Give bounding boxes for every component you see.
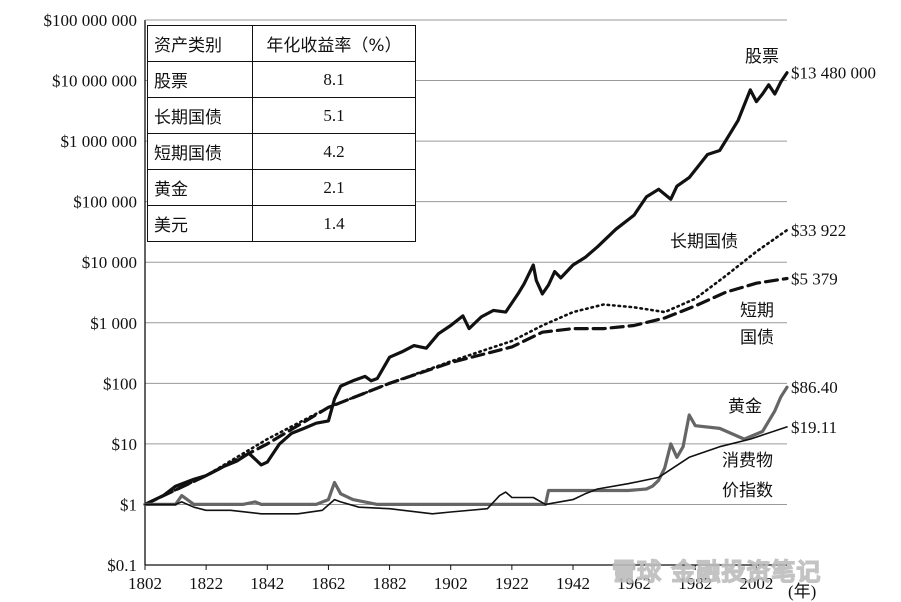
axes bbox=[144, 19, 787, 570]
table-cell-asset: 短期国债 bbox=[147, 133, 253, 170]
series-lines bbox=[143, 71, 789, 515]
table-header-row: 资产类别 年化收益率（%） bbox=[147, 25, 416, 62]
series-label-cpi-2: 价指数 bbox=[722, 481, 773, 501]
table-cell-asset: 长期国债 bbox=[147, 97, 253, 134]
y-tick-labels: $0.1 $1 $10 $100 $1 000 $10 000 $100 000 $1 000… bbox=[44, 11, 138, 575]
end-value-label: $86.40 bbox=[791, 378, 838, 397]
series-line-4 bbox=[144, 426, 788, 515]
y-tick-label: $1 bbox=[120, 495, 137, 514]
series-line-3 bbox=[143, 385, 789, 506]
x-tick-label: 1902 bbox=[434, 574, 468, 593]
table-cell-return: 1.4 bbox=[252, 205, 416, 242]
table-header-cell: 年化收益率（%） bbox=[252, 25, 416, 62]
x-tick-label: 1862 bbox=[311, 574, 345, 593]
end-value-label: $19.11 bbox=[791, 418, 837, 437]
x-tick-label: 2002 bbox=[739, 574, 773, 593]
x-tick-label: 1942 bbox=[556, 574, 590, 593]
series-line-1 bbox=[143, 228, 789, 506]
table-cell-asset: 黄金 bbox=[147, 169, 253, 206]
x-tick-label: 1982 bbox=[678, 574, 712, 593]
y-tick-label: $0.1 bbox=[107, 556, 137, 575]
returns-table: 资产类别 年化收益率（%） 股票 8.1 长期国债 5.1 短期国债 4.2 黄… bbox=[147, 25, 416, 242]
series-label-gold: 黄金 bbox=[728, 397, 762, 417]
series-label-stocks: 股票 bbox=[745, 47, 779, 67]
series-line-2 bbox=[143, 276, 789, 506]
y-tick-label: $10 bbox=[112, 435, 138, 454]
end-value-label: $33 922 bbox=[791, 221, 846, 240]
end-value-label: $5 379 bbox=[791, 270, 838, 289]
table-header-cell: 资产类别 bbox=[147, 25, 253, 62]
x-tick-label: 1822 bbox=[189, 574, 223, 593]
end-value-labels: $13 480 000 $33 922 $5 379 $86.40 $19.11 bbox=[791, 64, 876, 437]
table-row: 股票 8.1 bbox=[147, 61, 416, 98]
series-label-bonds: 长期国债 bbox=[670, 232, 738, 252]
table-row: 黄金 2.1 bbox=[147, 169, 416, 206]
y-tick-label: $1 000 000 bbox=[61, 132, 138, 151]
table-cell-asset: 美元 bbox=[147, 205, 253, 242]
y-tick-label: $1 000 bbox=[90, 314, 137, 333]
series-labels: 股票 长期国债 短期 国债 黄金 消费物 价指数 bbox=[670, 47, 779, 501]
table-row: 美元 1.4 bbox=[147, 205, 416, 242]
table-row: 长期国债 5.1 bbox=[147, 97, 416, 134]
table-cell-asset: 股票 bbox=[147, 61, 253, 98]
y-tick-label: $100 bbox=[103, 374, 137, 393]
table-cell-return: 2.1 bbox=[252, 169, 416, 206]
x-tick-labels: 1802 1822 1842 1862 1882 1902 1922 1942 1962 1982… bbox=[128, 574, 773, 593]
watermark: 雪球 金融投资笔记 bbox=[612, 558, 821, 586]
series-label-cpi-1: 消费物 bbox=[722, 451, 773, 471]
series-line-0 bbox=[143, 71, 789, 506]
table-cell-return: 8.1 bbox=[252, 61, 416, 98]
table-cell-return: 5.1 bbox=[252, 97, 416, 134]
series-label-bills-1: 短期 bbox=[740, 301, 774, 321]
x-tick-label: 1922 bbox=[495, 574, 529, 593]
x-tick-label: 1882 bbox=[373, 574, 407, 593]
y-tick-label: $10 000 000 bbox=[52, 72, 137, 91]
x-tick-label: 1962 bbox=[617, 574, 651, 593]
y-tick-label: $100 000 bbox=[73, 193, 137, 212]
x-tick-label: 1842 bbox=[250, 574, 284, 593]
y-tick-label: $10 000 bbox=[82, 253, 137, 272]
table-row: 短期国债 4.2 bbox=[147, 133, 416, 170]
y-tick-label: $100 000 000 bbox=[44, 11, 138, 30]
table-cell-return: 4.2 bbox=[252, 133, 416, 170]
series-label-bills-2: 国债 bbox=[740, 328, 774, 348]
x-axis-label: (年) bbox=[788, 582, 816, 601]
x-tick-label: 1802 bbox=[128, 574, 162, 593]
end-value-label: $13 480 000 bbox=[791, 64, 876, 83]
